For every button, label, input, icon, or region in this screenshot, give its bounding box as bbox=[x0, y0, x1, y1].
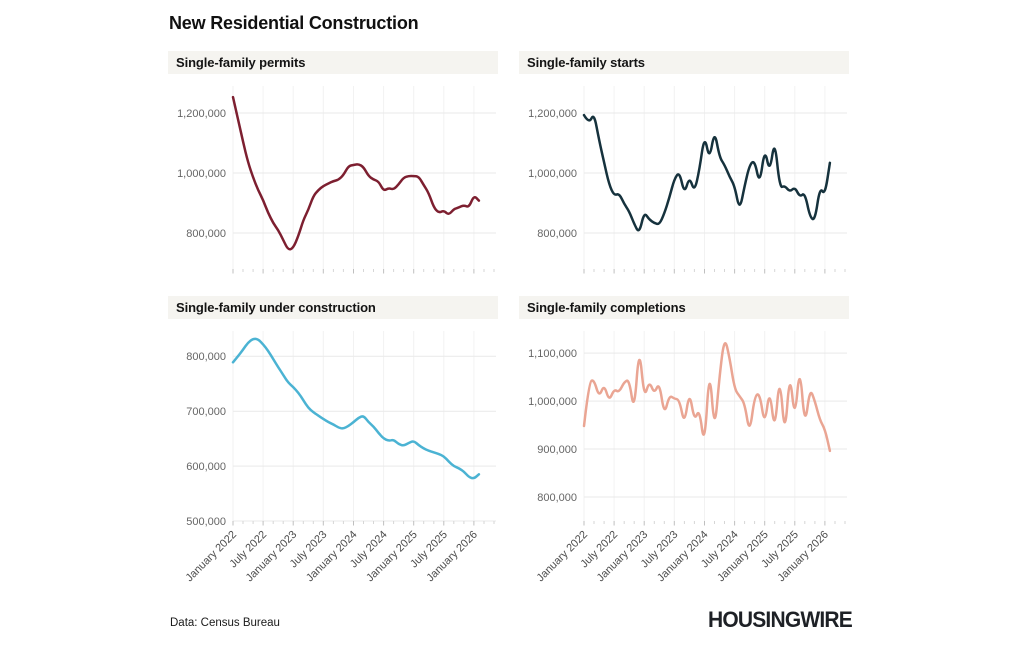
y-axis-tick-label: 600,000 bbox=[186, 461, 226, 473]
y-axis-tick-label: 700,000 bbox=[186, 406, 226, 418]
panel-title-under-construction: Single-family under construction bbox=[176, 300, 376, 315]
data-line bbox=[231, 337, 481, 480]
page-title: New Residential Construction bbox=[169, 13, 419, 33]
panel-header-permits: Single-family permits bbox=[168, 51, 498, 74]
panel-header-under-construction: Single-family under construction bbox=[168, 296, 498, 319]
line-chart-under-construction: 500,000 600,000 700,000 800,000 January 2022… bbox=[183, 331, 496, 585]
y-axis-tick-label: 800,000 bbox=[186, 228, 226, 240]
line-chart-completions: 800,000 900,000 1,000,000 1,100,000 January … bbox=[528, 331, 847, 585]
panel-header-completions: Single-family completions bbox=[519, 296, 849, 319]
y-axis-tick-label: 1,200,000 bbox=[177, 108, 226, 120]
housingwire-logo: HOUSINGWIRE bbox=[707, 608, 853, 633]
line-chart-starts: 800,000 1,000,000 1,200,000 bbox=[528, 86, 847, 274]
y-axis-tick-label: 1,100,000 bbox=[528, 348, 577, 360]
y-axis-tick-label: 900,000 bbox=[537, 444, 577, 456]
y-axis-tick-label: 1,000,000 bbox=[528, 168, 577, 180]
x-axis-tick-label: January 2022 bbox=[534, 529, 590, 585]
panel-title-completions: Single-family completions bbox=[527, 300, 686, 315]
data-line bbox=[231, 95, 481, 251]
x-axis-tick-label: January 2022 bbox=[183, 529, 239, 585]
y-axis-tick-label: 500,000 bbox=[186, 516, 226, 528]
panel-title-permits: Single-family permits bbox=[176, 55, 306, 70]
y-axis-tick-label: 1,200,000 bbox=[528, 108, 577, 120]
y-axis-tick-label: 800,000 bbox=[537, 492, 577, 504]
data-source-note: Data: Census Bureau bbox=[170, 617, 280, 629]
panel-title-starts: Single-family starts bbox=[527, 55, 645, 70]
y-axis-tick-label: 1,000,000 bbox=[528, 396, 577, 408]
y-axis-tick-label: 800,000 bbox=[186, 351, 226, 363]
data-line bbox=[582, 342, 832, 453]
data-line bbox=[582, 113, 832, 232]
panel-header-starts: Single-family starts bbox=[519, 51, 849, 74]
y-axis-tick-label: 800,000 bbox=[537, 228, 577, 240]
y-axis-tick-label: 1,000,000 bbox=[177, 168, 226, 180]
line-chart-permits: 800,000 1,000,000 1,200,000 bbox=[177, 86, 496, 274]
